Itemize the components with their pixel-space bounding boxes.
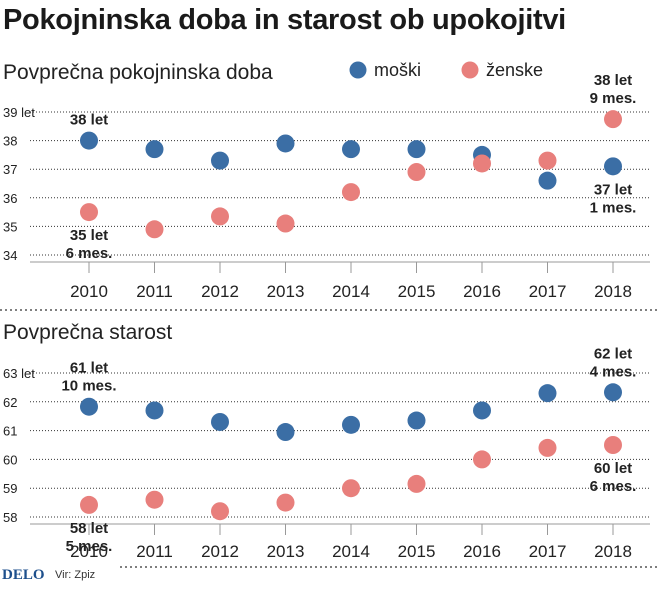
y-tick-label: 34 bbox=[3, 248, 17, 263]
data-point-male bbox=[342, 140, 360, 159]
data-point-female bbox=[211, 502, 229, 521]
data-point-female bbox=[604, 436, 622, 454]
data-label: 58 let bbox=[70, 520, 108, 537]
data-point-female bbox=[538, 438, 557, 457]
y-tick-label: 39 let bbox=[3, 105, 35, 120]
y-tick-label: 38 bbox=[3, 134, 17, 149]
data-point-female bbox=[80, 495, 98, 514]
data-point-female bbox=[407, 474, 426, 493]
y-tick-label: 62 bbox=[3, 395, 17, 410]
footer: DELO Vir: Zpiz bbox=[2, 567, 95, 583]
x-tick-label: 2018 bbox=[594, 282, 632, 301]
data-point-female bbox=[80, 203, 98, 222]
data-label: 9 mes. bbox=[590, 90, 637, 107]
panel-retirement-age: Povprečna starost 58 59 60 61 62 63 let 2010 201… bbox=[3, 321, 660, 568]
x-tick-label: 2016 bbox=[463, 282, 501, 301]
data-point-male bbox=[80, 131, 98, 150]
x-tick-label: 2011 bbox=[136, 542, 173, 561]
x-tick-label: 2010 bbox=[70, 542, 108, 561]
delo-logo: DELO bbox=[2, 567, 45, 583]
legend-swatch-0 bbox=[349, 61, 367, 79]
data-label: 4 mes. bbox=[590, 363, 637, 380]
data-label: 60 let bbox=[594, 460, 632, 477]
y-tick-label: 59 bbox=[3, 481, 17, 496]
x-tick-label: 2014 bbox=[332, 282, 370, 301]
x-tick-label: 2010 bbox=[70, 282, 108, 301]
panel-title: Povprečna pokojninska doba bbox=[3, 61, 273, 84]
x-tick-label: 2013 bbox=[267, 282, 305, 301]
data-label: 6 mes. bbox=[66, 245, 113, 262]
x-tick-label: 2017 bbox=[529, 282, 567, 301]
data-point-male bbox=[211, 412, 229, 431]
data-point-male bbox=[538, 384, 557, 403]
data-label: 62 let bbox=[594, 345, 632, 362]
data-label: 37 let bbox=[594, 181, 632, 198]
x-tick-label: 2013 bbox=[267, 542, 305, 561]
data-point-male bbox=[276, 423, 295, 442]
data-point-male bbox=[80, 397, 98, 416]
data-label: 5 mes. bbox=[66, 538, 113, 555]
legend-label-0: moški bbox=[374, 60, 421, 80]
legend-swatch-1 bbox=[461, 61, 479, 79]
data-point-male bbox=[276, 134, 295, 153]
data-point-male bbox=[604, 157, 622, 176]
data-point-male bbox=[407, 140, 426, 159]
data-point-female bbox=[276, 214, 295, 233]
data-point-male bbox=[604, 383, 622, 402]
data-point-female bbox=[473, 450, 491, 469]
x-tick-label: 2017 bbox=[529, 542, 567, 561]
data-label: 38 let bbox=[70, 112, 108, 129]
data-point-male bbox=[473, 401, 491, 420]
x-tick-label: 2018 bbox=[594, 542, 632, 561]
data-point-female bbox=[407, 163, 426, 182]
data-point-male bbox=[211, 151, 229, 170]
y-tick-label: 61 bbox=[3, 424, 17, 439]
data-point-female bbox=[342, 183, 360, 202]
y-tick-label: 36 bbox=[3, 191, 17, 206]
chart-title: Pokojninska doba in starost ob upokojitv… bbox=[3, 4, 566, 36]
data-point-female bbox=[538, 151, 557, 170]
legend: moški ženske bbox=[349, 60, 543, 80]
y-tick-label: 63 let bbox=[3, 366, 35, 381]
x-tick-label: 2015 bbox=[398, 282, 436, 301]
x-tick-label: 2016 bbox=[463, 542, 501, 561]
y-tick-label: 37 bbox=[3, 162, 17, 177]
data-point-male bbox=[538, 171, 557, 190]
data-point-female bbox=[145, 490, 164, 509]
data-point-female bbox=[473, 154, 491, 173]
data-label: 1 mes. bbox=[590, 199, 637, 216]
data-point-female bbox=[342, 479, 360, 498]
panel-title: Povprečna starost bbox=[3, 321, 172, 344]
x-tick-label: 2012 bbox=[201, 282, 239, 301]
panel-pension-period: Povprečna pokojninska doba 34 35 36 37 38 39 l… bbox=[0, 61, 660, 311]
data-point-male bbox=[145, 401, 164, 420]
data-label: 6 mes. bbox=[590, 478, 637, 495]
data-point-male bbox=[407, 411, 426, 430]
source-note: Vir: Zpiz bbox=[55, 569, 95, 581]
data-label: 35 let bbox=[70, 227, 108, 244]
data-point-male bbox=[145, 140, 164, 159]
y-tick-label: 58 bbox=[3, 510, 17, 525]
data-point-female bbox=[211, 207, 229, 226]
data-label: 61 let bbox=[70, 360, 108, 377]
data-label: 10 mes. bbox=[61, 378, 116, 395]
y-tick-label: 60 bbox=[3, 452, 17, 467]
data-point-female bbox=[145, 220, 164, 239]
data-point-female bbox=[604, 110, 622, 129]
x-tick-label: 2015 bbox=[398, 542, 436, 561]
x-tick-label: 2012 bbox=[201, 542, 239, 561]
data-point-male bbox=[342, 415, 360, 434]
data-point-female bbox=[276, 493, 295, 512]
legend-label-1: ženske bbox=[486, 60, 543, 80]
x-tick-label: 2011 bbox=[136, 282, 173, 301]
y-tick-label: 35 bbox=[3, 219, 17, 234]
data-label: 38 let bbox=[594, 72, 632, 89]
x-tick-label: 2014 bbox=[332, 542, 370, 561]
